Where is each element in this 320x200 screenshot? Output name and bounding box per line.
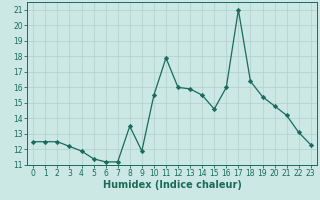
X-axis label: Humidex (Indice chaleur): Humidex (Indice chaleur) xyxy=(103,180,241,190)
